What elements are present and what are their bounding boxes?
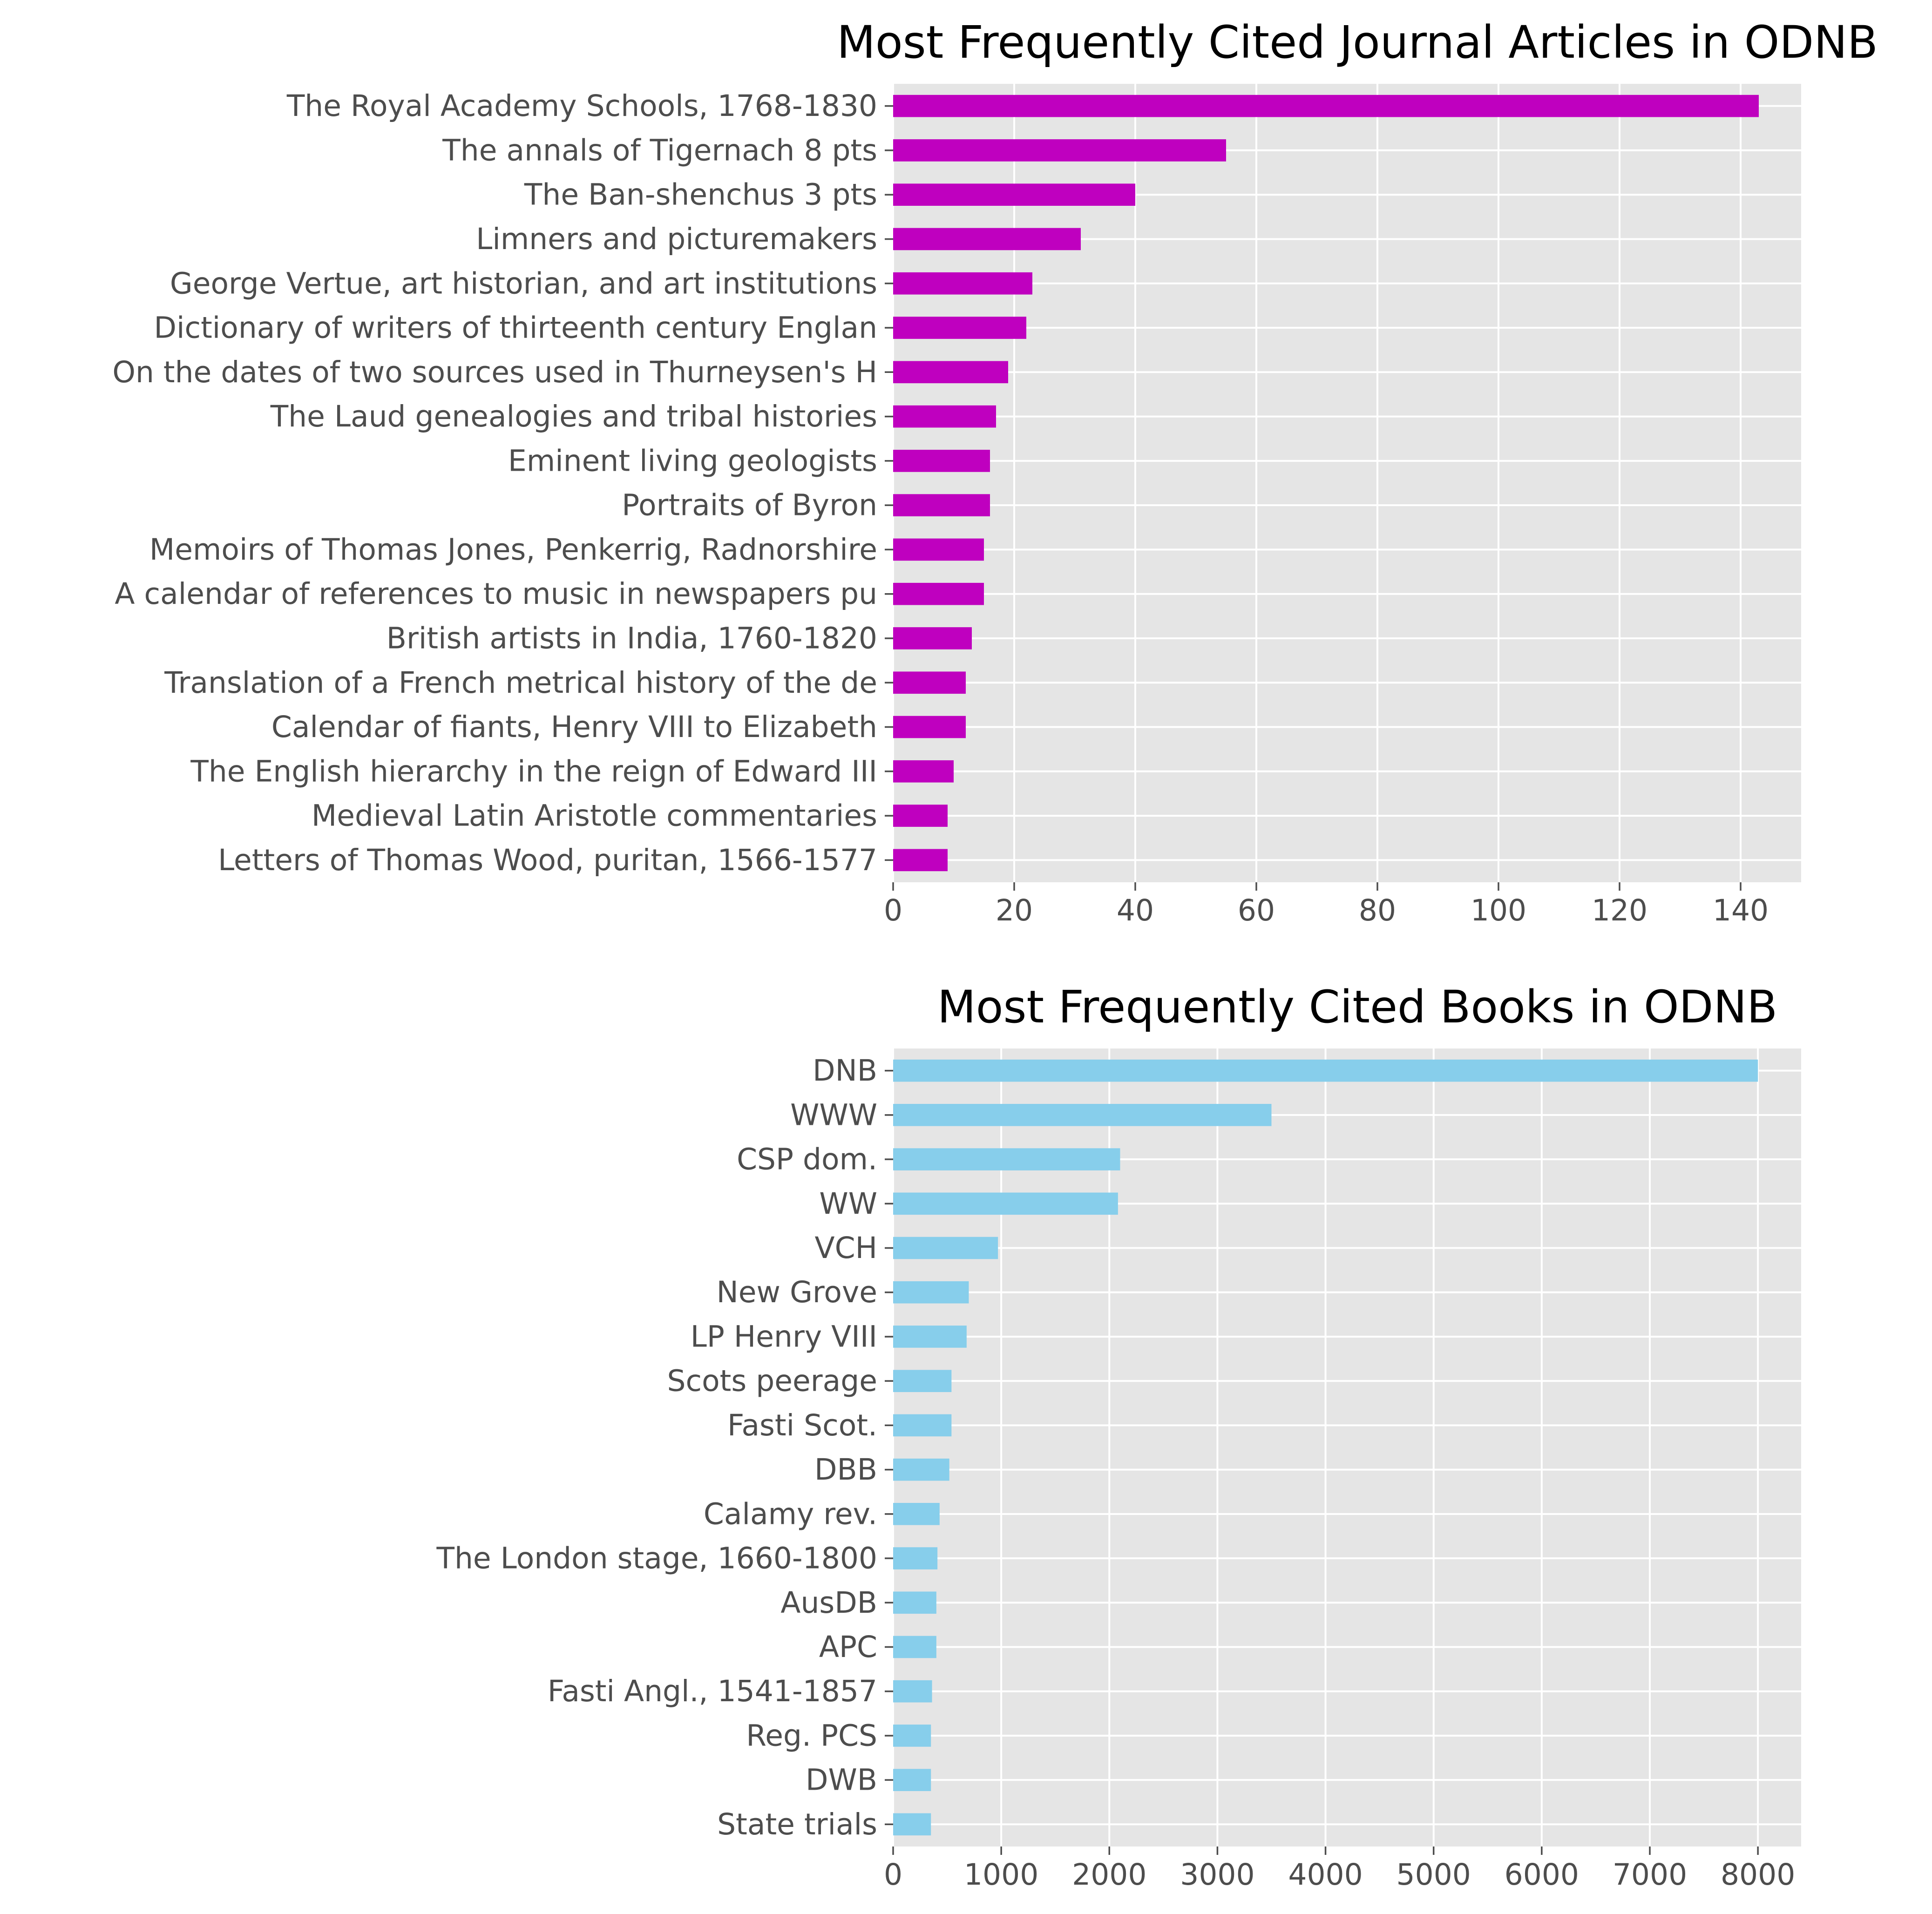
x-tick-label: 7000	[1613, 1858, 1687, 1892]
bar	[893, 805, 948, 827]
category-label: Portraits of Byron	[622, 488, 877, 522]
journal-articles-chart: Most Frequently Cited Journal Articles i…	[112, 16, 1878, 927]
category-label: On the dates of two sources used in Thur…	[112, 355, 877, 389]
bar	[893, 228, 1081, 250]
bar	[893, 1636, 936, 1658]
category-label: Eminent living geologists	[508, 444, 877, 478]
bar	[893, 1281, 969, 1304]
category-label: DNB	[813, 1054, 877, 1088]
x-tick-label: 100	[1471, 893, 1526, 927]
bar	[893, 1591, 936, 1614]
category-label: The Ban-shenchus 3 pts	[524, 178, 877, 212]
category-label: The annals of Tigernach 8 pts	[442, 133, 877, 167]
bar	[893, 1237, 998, 1259]
x-tick-label: 120	[1592, 893, 1647, 927]
category-label: Letters of Thomas Wood, puritan, 1566-15…	[218, 843, 877, 877]
x-tick-label: 5000	[1396, 1858, 1471, 1892]
bar	[893, 849, 948, 872]
bar	[893, 317, 1026, 339]
bar	[893, 183, 1135, 206]
books-chart: Most Frequently Cited Books in ODNB 0 100…	[436, 981, 1801, 1892]
bar	[893, 1192, 1118, 1215]
bar	[893, 760, 954, 783]
bar	[893, 627, 972, 649]
bar	[893, 716, 966, 738]
category-label: The Laud genealogies and tribal historie…	[270, 399, 877, 433]
category-label: VCH	[815, 1231, 877, 1265]
category-label: State trials	[717, 1807, 877, 1841]
bar	[893, 494, 990, 516]
category-label: A calendar of references to music in new…	[115, 577, 877, 611]
category-label: Calendar of fiants, Henry VIII to Elizab…	[271, 710, 877, 744]
x-tick-label: 60	[1238, 893, 1275, 927]
category-label: WWW	[790, 1098, 877, 1132]
category-label: LP Henry VIII	[691, 1319, 877, 1353]
category-label: Calamy rev.	[704, 1497, 877, 1531]
category-label: AusDB	[780, 1586, 877, 1620]
category-label: Translation of a French metrical history…	[164, 666, 877, 700]
x-tick-label: 3000	[1180, 1858, 1254, 1892]
category-label: APC	[819, 1630, 877, 1664]
category-label: The Royal Academy Schools, 1768-1830	[286, 89, 877, 123]
x-tick-label: 2000	[1072, 1858, 1146, 1892]
category-label: DWB	[806, 1763, 877, 1797]
bar	[893, 1813, 931, 1836]
bar	[893, 1059, 1758, 1082]
category-label: Medieval Latin Aristotle commentaries	[312, 799, 877, 833]
category-label: Memoirs of Thomas Jones, Penkerrig, Radn…	[149, 533, 877, 567]
bar	[893, 1326, 967, 1348]
bar	[893, 1148, 1120, 1170]
category-label: CSP dom.	[737, 1143, 877, 1177]
category-label: Reg. PCS	[746, 1718, 877, 1752]
bar	[893, 1104, 1272, 1126]
chart-title: Most Frequently Cited Books in ODNB	[937, 981, 1777, 1033]
x-tick-label: 0	[884, 893, 902, 927]
bar	[893, 1503, 940, 1525]
bar	[893, 1725, 931, 1747]
category-label: British artists in India, 1760-1820	[386, 621, 877, 655]
category-label: Limners and picturemakers	[476, 222, 877, 256]
bar	[893, 1680, 932, 1703]
bar	[893, 272, 1032, 295]
category-label: New Grove	[717, 1275, 877, 1309]
category-label: Fasti Scot.	[727, 1408, 877, 1442]
bar	[893, 361, 1008, 384]
bar	[893, 1547, 938, 1569]
category-label: Fasti Angl., 1541-1857	[548, 1674, 877, 1708]
bar	[893, 582, 984, 605]
x-tick-label: 140	[1713, 893, 1769, 927]
bar	[893, 1458, 949, 1481]
bar	[893, 1370, 952, 1392]
x-tick-label: 6000	[1505, 1858, 1579, 1892]
chart-title: Most Frequently Cited Journal Articles i…	[837, 16, 1878, 68]
x-tick-label: 80	[1359, 893, 1396, 927]
x-tick-label: 4000	[1288, 1858, 1363, 1892]
bar	[893, 1414, 952, 1437]
plot-area	[893, 84, 1801, 882]
x-tick-label: 20	[996, 893, 1033, 927]
x-tick-label: 8000	[1721, 1858, 1795, 1892]
bar	[893, 139, 1226, 162]
category-label: DBB	[814, 1453, 877, 1487]
bar	[893, 405, 996, 428]
category-label: The English hierarchy in the reign of Ed…	[190, 754, 877, 788]
category-label: The London stage, 1660-1800	[436, 1542, 877, 1576]
bar	[893, 538, 984, 561]
category-label: Dictionary of writers of thirteenth cent…	[154, 311, 877, 345]
bar	[893, 95, 1759, 117]
x-tick-label: 1000	[964, 1858, 1038, 1892]
bar	[893, 671, 966, 694]
category-label: WW	[819, 1187, 877, 1221]
x-tick-label: 40	[1117, 893, 1154, 927]
category-label: George Vertue, art historian, and art in…	[170, 266, 877, 300]
bar	[893, 1769, 931, 1791]
x-tick-label: 0	[884, 1858, 902, 1892]
category-label: Scots peerage	[667, 1364, 878, 1398]
bar	[893, 450, 990, 472]
